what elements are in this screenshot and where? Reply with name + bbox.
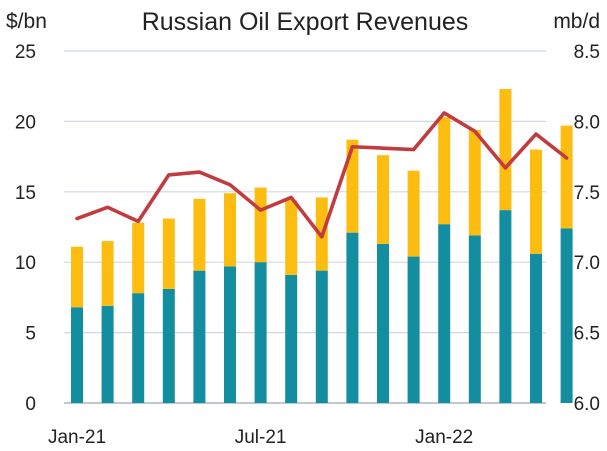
bar-segment-top xyxy=(101,241,114,306)
bar-segment-bottom xyxy=(254,262,267,403)
bar-segment-top xyxy=(162,218,175,289)
x-tick-label: Jan-21 xyxy=(48,427,106,448)
gridlines xyxy=(64,50,546,404)
line-path xyxy=(75,111,569,239)
right-tick-label: 6.5 xyxy=(574,324,600,345)
export-volume-line xyxy=(75,111,569,239)
left-axis-ticks: 0 5 10 15 20 25 xyxy=(15,42,36,415)
right-tick-label: 6.0 xyxy=(574,394,600,415)
bar-segment-bottom xyxy=(101,305,114,403)
right-tick-label: 7.0 xyxy=(574,253,600,274)
bars xyxy=(71,89,573,403)
bar-segment-top xyxy=(71,246,83,308)
bar-segment-top xyxy=(530,149,542,254)
bar-segment-bottom xyxy=(407,256,420,403)
bar-segment-bottom xyxy=(224,266,236,403)
bar-segment-top xyxy=(407,170,420,257)
bar-segment-top xyxy=(346,139,359,233)
bar-segment-top xyxy=(438,117,451,225)
bar-segment-bottom xyxy=(285,274,298,403)
bar-segment-bottom xyxy=(377,243,389,403)
bar-segment-top xyxy=(377,155,389,244)
bar-segment-bottom xyxy=(132,293,145,403)
right-tick-label: 8.5 xyxy=(574,42,600,63)
bar-segment-top xyxy=(224,193,236,267)
left-tick-label: 5 xyxy=(25,324,36,345)
bar-segment-top xyxy=(132,222,145,294)
chart-title: Russian Oil Export Revenues xyxy=(142,8,469,36)
bar-segment-bottom xyxy=(530,253,542,403)
bar-segment-top xyxy=(468,129,481,236)
right-tick-label: 7.5 xyxy=(574,183,600,204)
bar-segment-bottom xyxy=(346,232,359,403)
x-tick-label: Jan-22 xyxy=(415,427,473,448)
x-axis-ticks: Jan-21 Jul-21 Jan-22 xyxy=(48,427,473,448)
bar-segment-bottom xyxy=(438,224,451,403)
left-axis-unit: $/bn xyxy=(6,10,47,33)
bar-segment-top xyxy=(560,125,573,229)
right-tick-label: 8.0 xyxy=(574,112,600,133)
bar-segment-top xyxy=(499,89,512,211)
left-tick-label: 0 xyxy=(25,394,36,415)
bar-segment-bottom xyxy=(499,210,512,403)
bar-segment-bottom xyxy=(315,270,328,403)
bar-segment-top xyxy=(254,187,267,263)
x-tick-label: Jul-21 xyxy=(235,427,287,448)
bar-segment-bottom xyxy=(468,235,481,403)
bar-segment-top xyxy=(193,198,206,271)
bar-segment-bottom xyxy=(71,307,83,403)
right-axis-unit: mb/d xyxy=(553,10,600,33)
right-axis-ticks: 6.0 6.5 7.0 7.5 8.0 8.5 xyxy=(574,42,600,415)
bar-segment-bottom xyxy=(560,228,573,403)
bar-segment-bottom xyxy=(162,288,175,403)
left-tick-label: 25 xyxy=(15,42,36,63)
left-tick-label: 20 xyxy=(15,112,36,133)
bar-segment-bottom xyxy=(193,270,206,403)
left-tick-label: 15 xyxy=(15,183,36,204)
bar-segment-top xyxy=(285,200,298,275)
left-tick-label: 10 xyxy=(15,253,36,274)
